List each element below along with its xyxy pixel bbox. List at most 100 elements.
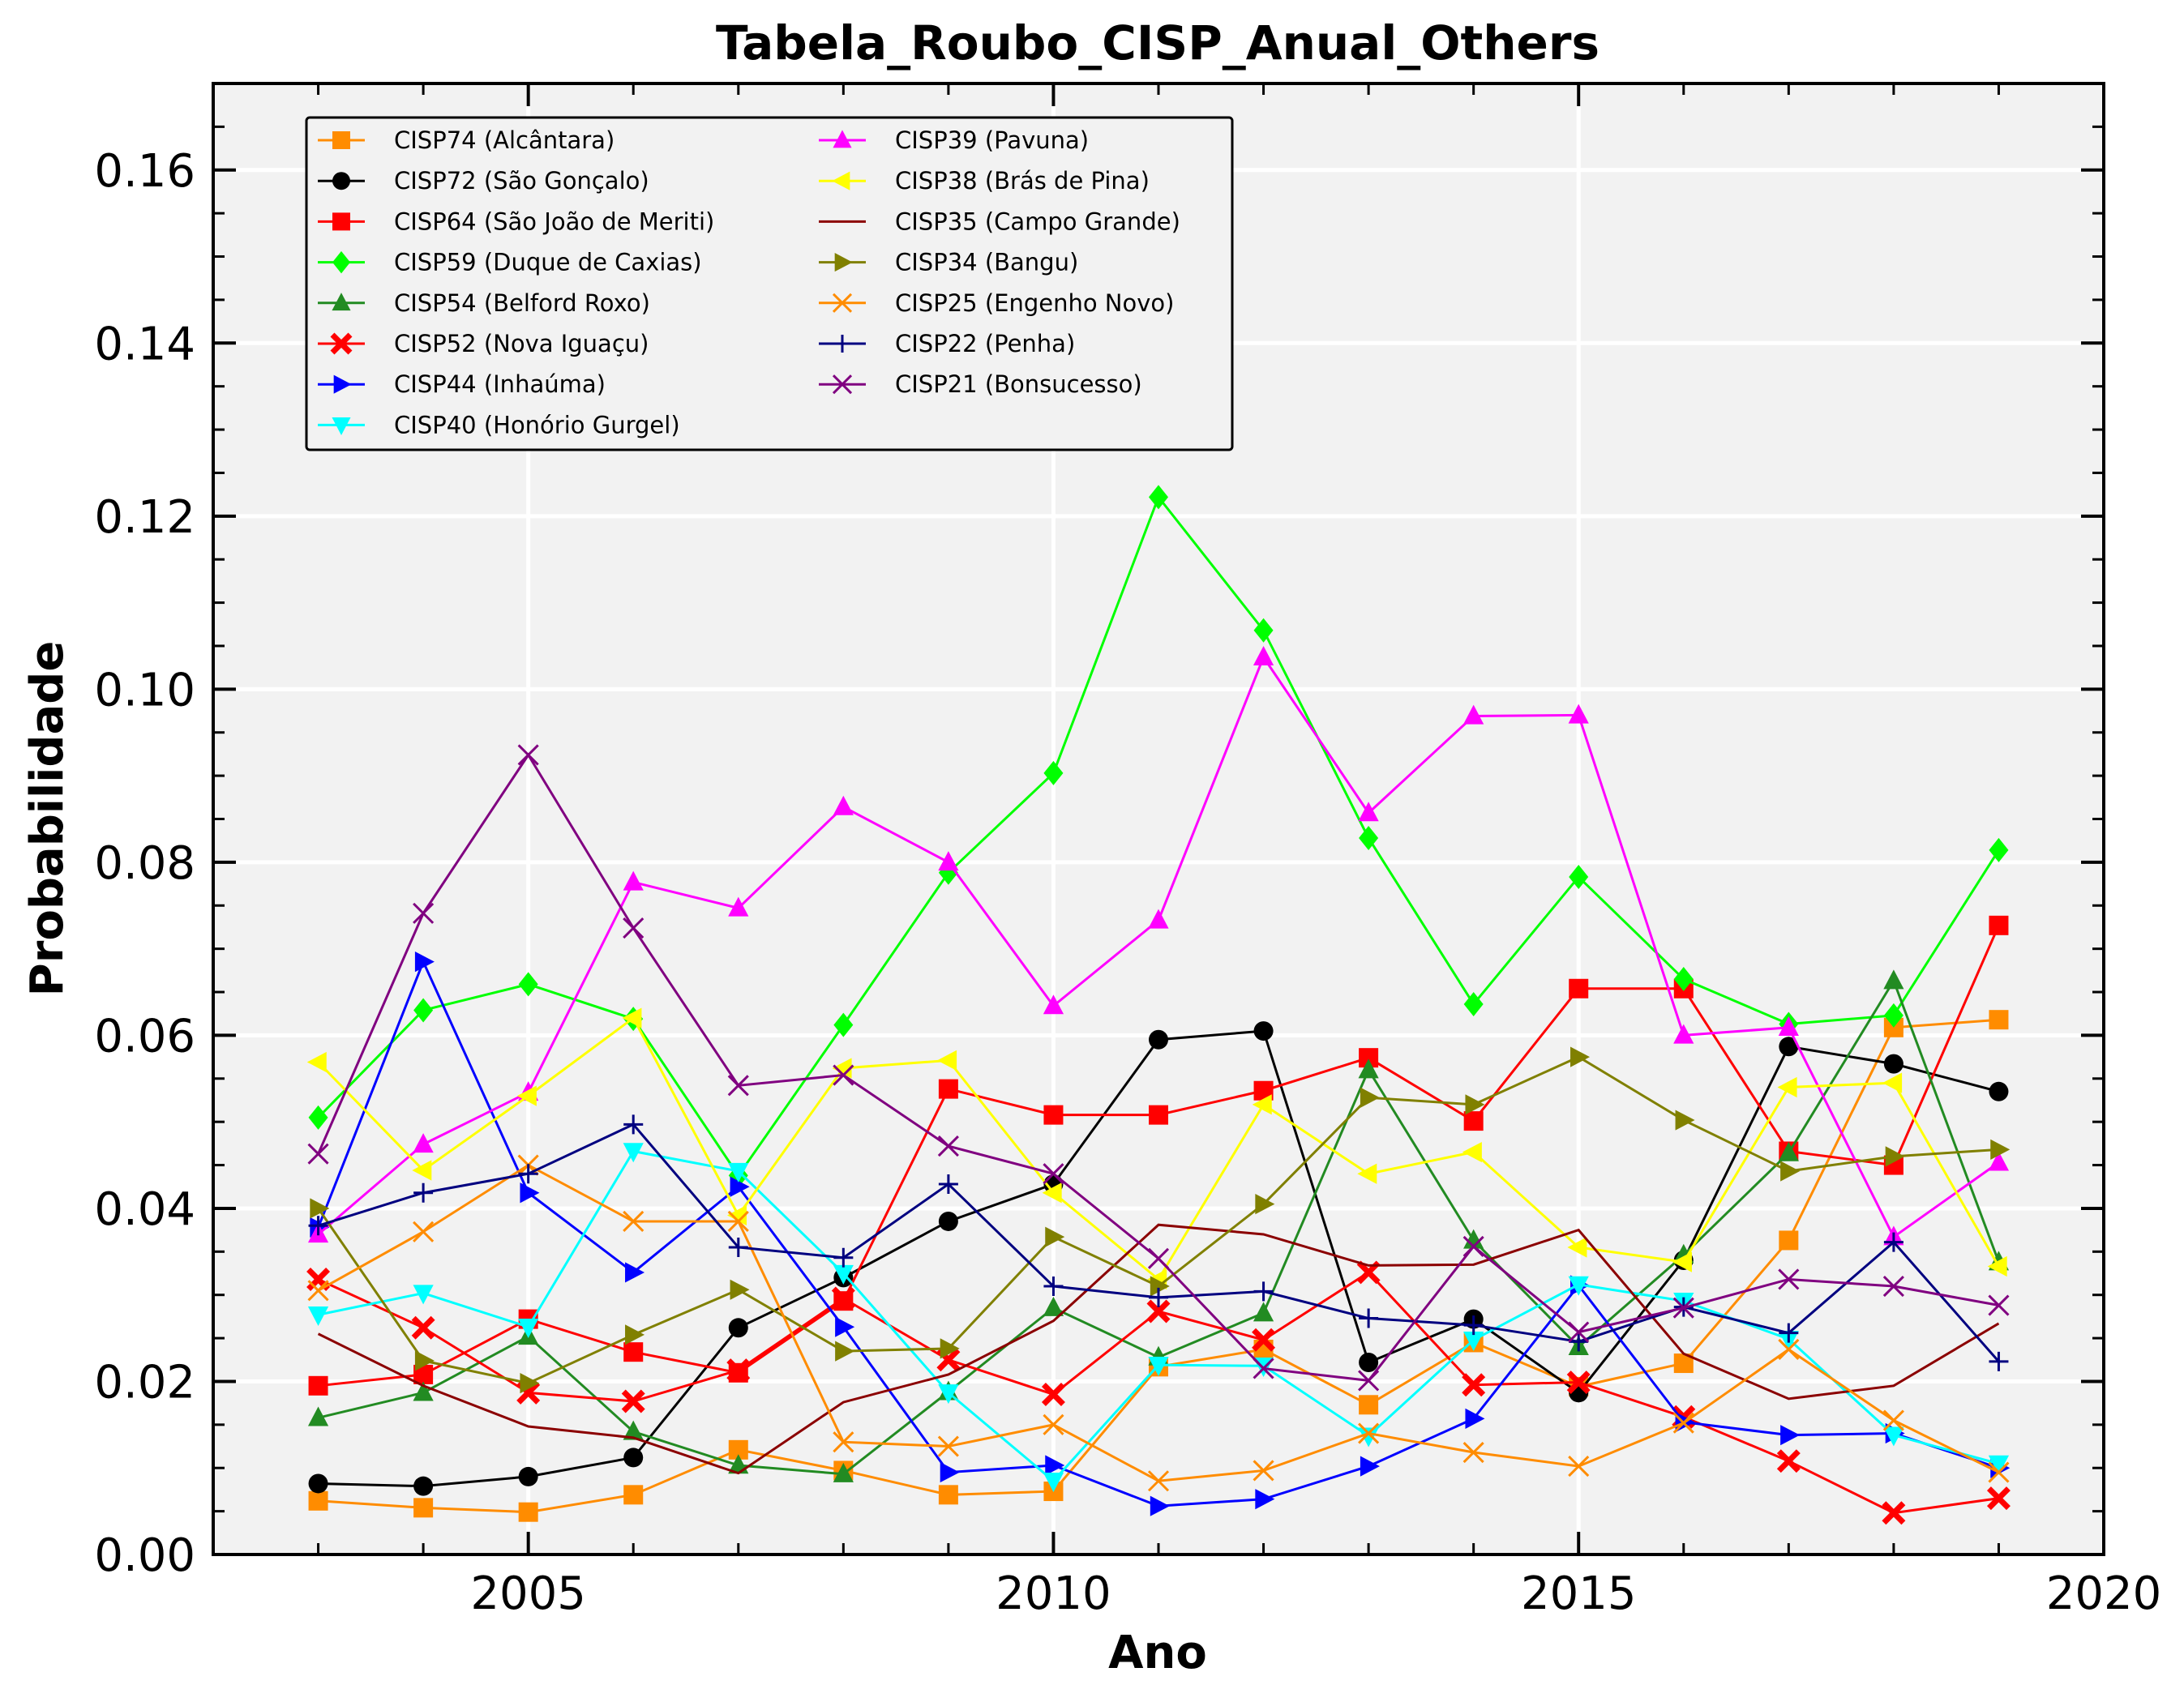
series-layer (306, 485, 2011, 1525)
legend-label: CISP59 (Duque de Caxias) (394, 249, 702, 276)
data-point (413, 1221, 435, 1242)
data-point (414, 951, 435, 973)
data-point (727, 1075, 749, 1097)
data-point (1358, 1370, 1380, 1392)
y-axis-label: Probabilidade (21, 641, 74, 997)
data-point (1989, 1351, 2009, 1371)
legend-marker (332, 250, 350, 274)
legend: CISP74 (Alcântara) CISP72 (São Gonçalo) CI… (305, 116, 1234, 451)
data-point (1359, 1308, 1379, 1328)
series-8 (307, 1143, 2010, 1493)
legend-entry: CISP35 (Campo Grande) (819, 207, 1180, 235)
data-point (1252, 1328, 1276, 1352)
grid (213, 83, 2106, 1557)
y-tick-label: 0.00 (94, 1529, 195, 1582)
data-point (310, 1198, 330, 1219)
data-point (308, 1105, 328, 1130)
data-point (1150, 1276, 1170, 1297)
data-point (938, 851, 959, 871)
data-point (1045, 1226, 1065, 1247)
data-point (1463, 1332, 1484, 1352)
legend-entry: CISP74 (Alcântara) (318, 126, 615, 154)
data-point (520, 1182, 540, 1204)
data-point (938, 1384, 959, 1405)
data-point (1041, 1383, 1065, 1406)
data-point (412, 1160, 432, 1181)
data-point (1885, 1146, 1905, 1167)
data-point (307, 1280, 329, 1302)
legend-entry: CISP52 (Nova Iguaçu) (318, 330, 649, 357)
legend-entry: CISP59 (Duque de Caxias) (318, 249, 702, 276)
data-point (728, 1237, 748, 1257)
data-point (1780, 1425, 1801, 1446)
data-point (1462, 1441, 1484, 1464)
data-point (1253, 618, 1274, 643)
data-point (1778, 1338, 1800, 1361)
data-point (1045, 1455, 1065, 1476)
data-point (1672, 1412, 1694, 1434)
data-point (1359, 1352, 1379, 1372)
data-point (1150, 1495, 1170, 1516)
legend-entry: CISP39 (Pavuna) (819, 126, 1089, 154)
data-point (833, 1462, 854, 1482)
data-point (517, 744, 539, 766)
legend-label: CISP52 (Nova Iguaçu) (394, 330, 649, 357)
legend-entry: CISP72 (São Gonçalo) (318, 167, 649, 195)
data-point (1988, 1461, 2010, 1483)
legend-label: CISP35 (Campo Grande) (895, 207, 1180, 235)
data-point (1043, 1163, 1064, 1185)
data-point (833, 1247, 854, 1268)
legend-label: CISP44 (Inhaúma) (394, 370, 606, 398)
data-point (937, 1435, 959, 1457)
y-tick-label: 0.06 (94, 1010, 195, 1063)
legend-entry: CISP38 (Brás de Pina) (819, 167, 1150, 195)
data-point (308, 1216, 328, 1236)
series-line (317, 1223, 2000, 1475)
data-point (1255, 1194, 1275, 1215)
legend-marker (332, 212, 350, 231)
series-6 (306, 1260, 2011, 1525)
data-point (1883, 1054, 1904, 1074)
data-point (727, 1210, 749, 1233)
data-point (1149, 1029, 1168, 1050)
data-point (726, 1204, 747, 1226)
legend-marker (832, 293, 853, 313)
data-point (413, 1476, 434, 1496)
data-point (1882, 1501, 1906, 1525)
data-point (623, 1210, 644, 1233)
x-tick-label: 2015 (1521, 1567, 1637, 1620)
data-point (1358, 1058, 1379, 1079)
x-axis-label: Ano (1108, 1627, 1207, 1679)
data-point (940, 1461, 960, 1483)
legend-marker (833, 130, 852, 148)
data-point (1252, 1094, 1272, 1115)
data-point (1043, 760, 1064, 785)
data-point (1780, 1161, 1801, 1182)
data-point (938, 1079, 958, 1099)
data-point (413, 1381, 434, 1401)
legend-marker (832, 374, 853, 395)
data-point (1987, 1255, 2007, 1277)
data-point (520, 1373, 540, 1394)
data-point (1357, 1163, 1377, 1184)
data-point (1043, 1105, 1064, 1125)
data-point (623, 1420, 644, 1440)
data-point (1360, 1456, 1380, 1477)
data-point (1149, 1287, 1168, 1307)
data-point (623, 1448, 644, 1468)
data-point (1568, 703, 1589, 724)
data-point (1569, 1332, 1589, 1352)
data-point (1989, 915, 2009, 935)
data-point (831, 1286, 855, 1311)
data-point (1883, 1003, 1904, 1028)
legend-marker (332, 172, 350, 190)
data-point (1147, 1247, 1170, 1269)
data-point (1043, 1276, 1064, 1297)
data-point (1883, 969, 1904, 990)
data-point (1568, 1276, 1589, 1296)
data-point (1776, 1449, 1801, 1473)
legend-label: CISP21 (Bonsucesso) (895, 370, 1142, 398)
data-point (1043, 1413, 1064, 1435)
data-point (1989, 837, 2009, 862)
